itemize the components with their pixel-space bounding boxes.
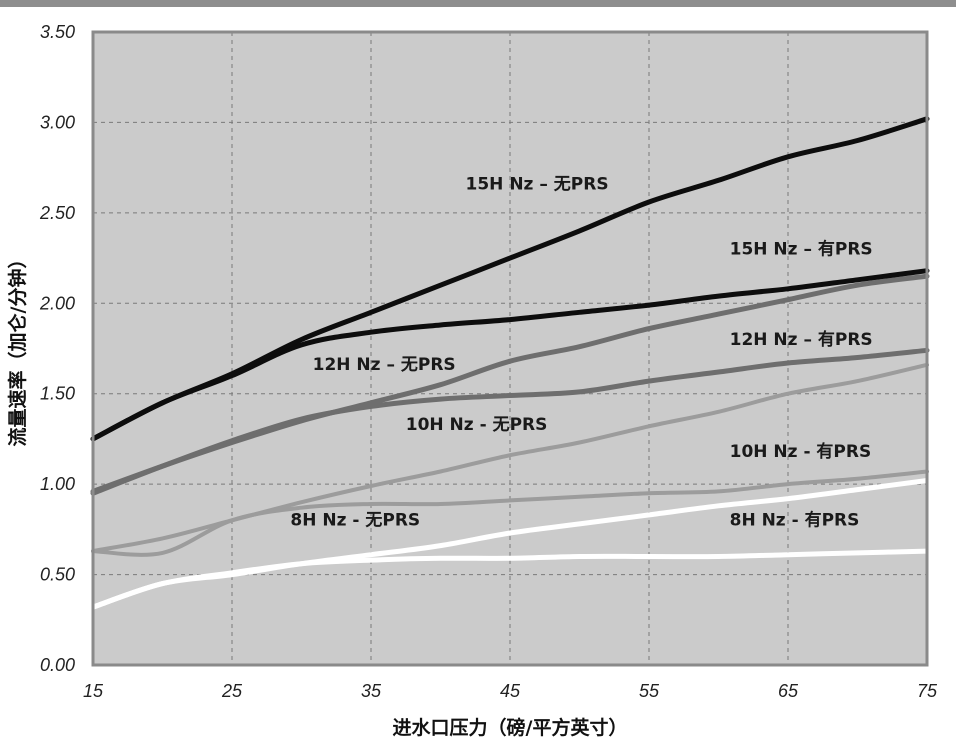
x-axis-title: 进水口压力（磅/平方英寸） xyxy=(393,716,628,739)
y-tick-label: 2.50 xyxy=(39,203,75,223)
x-tick-label: 55 xyxy=(639,681,660,701)
y-tick-label: 3.50 xyxy=(40,22,75,42)
x-tick-label: 15 xyxy=(83,681,104,701)
y-tick-label: 2.00 xyxy=(39,293,75,313)
y-tick-label: 1.50 xyxy=(40,384,75,404)
x-tick-label: 25 xyxy=(221,681,243,701)
series-label: 8H Nz - 有PRS xyxy=(730,510,860,531)
series-label: 15H Nz – 无PRS xyxy=(466,174,609,194)
y-tick-label: 0.50 xyxy=(40,565,75,585)
y-tick-label: 3.00 xyxy=(40,112,75,132)
series-line-2 xyxy=(90,273,930,494)
y-tick-label: 0.00 xyxy=(40,655,75,675)
series-line-0 xyxy=(90,116,930,442)
x-tick-labels: 15 25 35 45 55 65 75 xyxy=(83,681,938,701)
series-label: 8H Nz - 无PRS xyxy=(290,511,420,531)
series-label: 15H Nz – 有PRS xyxy=(730,238,873,259)
y-axis-title: 流量速率（加仑/分钟） xyxy=(6,250,29,447)
series-line-4 xyxy=(91,362,929,554)
series-label: 12H Nz – 有PRS xyxy=(730,329,873,350)
top-border xyxy=(0,0,956,7)
series-label: 10H Nz - 无PRS xyxy=(406,415,548,435)
series-label: 12H Nz – 无PRS xyxy=(313,355,456,375)
series-line-6 xyxy=(90,478,930,610)
series-layer xyxy=(90,116,930,610)
y-tick-label: 1.00 xyxy=(40,474,75,494)
x-tick-label: 65 xyxy=(778,681,799,701)
series-labels: 15H Nz – 无PRS 15H Nz – 有PRS 12H Nz – 无PRS 1… xyxy=(290,174,872,530)
x-tick-label: 45 xyxy=(500,681,521,701)
series-label: 10H Nz - 有PRS xyxy=(730,441,872,462)
plot-frame xyxy=(91,30,929,667)
x-tick-label: 35 xyxy=(361,681,382,701)
y-tick-labels: 0.00 0.50 1.00 1.50 2.00 2.50 3.00 3.50 xyxy=(39,22,75,675)
x-tick-label: 75 xyxy=(917,681,938,701)
